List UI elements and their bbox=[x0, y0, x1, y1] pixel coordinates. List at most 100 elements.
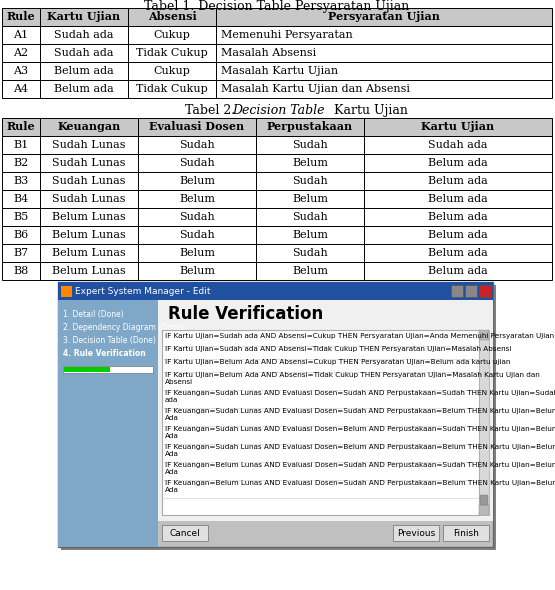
Text: Tidak Cukup: Tidak Cukup bbox=[136, 84, 208, 94]
Text: B2: B2 bbox=[13, 158, 29, 168]
Bar bbox=[138, 190, 256, 208]
Text: Sudah: Sudah bbox=[292, 140, 328, 150]
Bar bbox=[58, 282, 493, 300]
Text: IF Kartu Ujian=Sudah ada AND Absensi=Cukup THEN Persyaratan Ujian=Anda Memenuhi : IF Kartu Ujian=Sudah ada AND Absensi=Cuk… bbox=[165, 333, 554, 339]
Text: Evaluasi Dosen: Evaluasi Dosen bbox=[149, 122, 245, 133]
Bar bbox=[128, 80, 216, 98]
Bar bbox=[40, 118, 138, 136]
Bar bbox=[364, 226, 552, 244]
Bar bbox=[138, 172, 256, 190]
Text: IF Keuangan=Belum Lunas AND Evaluasi Dosen=Sudah AND Perpustakaan=Sudah THEN Kar: IF Keuangan=Belum Lunas AND Evaluasi Dos… bbox=[165, 462, 555, 468]
Bar bbox=[256, 244, 364, 262]
Text: IF Kartu Ujian=Belum Ada AND Absensi=Cukup THEN Persyaratan Ujian=Belum ada kart: IF Kartu Ujian=Belum Ada AND Absensi=Cuk… bbox=[165, 359, 511, 365]
Bar bbox=[40, 44, 128, 62]
Text: Sudah: Sudah bbox=[179, 212, 215, 222]
Text: Belum: Belum bbox=[292, 266, 328, 276]
Text: Belum Lunas: Belum Lunas bbox=[52, 248, 126, 258]
Bar bbox=[40, 154, 138, 172]
Bar bbox=[138, 262, 256, 280]
Text: Sudah ada: Sudah ada bbox=[428, 140, 488, 150]
Text: Cukup: Cukup bbox=[154, 66, 190, 76]
Bar bbox=[40, 190, 138, 208]
Bar bbox=[2, 80, 40, 98]
Bar bbox=[2, 226, 40, 244]
Text: Absensi: Absensi bbox=[148, 11, 196, 22]
Text: Belum ada: Belum ada bbox=[428, 158, 488, 168]
Bar bbox=[58, 282, 493, 547]
Bar bbox=[40, 26, 128, 44]
Text: Sudah: Sudah bbox=[179, 140, 215, 150]
Text: A2: A2 bbox=[13, 48, 28, 58]
Bar bbox=[40, 8, 128, 26]
Text: 4. Rule Verification: 4. Rule Verification bbox=[63, 349, 146, 358]
Text: Ada: Ada bbox=[165, 433, 179, 439]
Bar bbox=[2, 26, 40, 44]
Text: Ada: Ada bbox=[165, 487, 179, 493]
Bar bbox=[465, 285, 477, 297]
Bar bbox=[256, 208, 364, 226]
Bar bbox=[64, 367, 110, 372]
Text: Kartu Ujian: Kartu Ujian bbox=[421, 122, 495, 133]
Text: Masalah Absensi: Masalah Absensi bbox=[221, 48, 316, 58]
Text: Persyaratan Ujian: Persyaratan Ujian bbox=[328, 11, 440, 22]
Bar bbox=[40, 208, 138, 226]
Bar bbox=[40, 262, 138, 280]
Text: Sudah ada: Sudah ada bbox=[54, 30, 114, 40]
Bar bbox=[216, 44, 552, 62]
Bar bbox=[138, 244, 256, 262]
Text: 2. Dependency Diagram (Done): 2. Dependency Diagram (Done) bbox=[63, 323, 184, 332]
Bar bbox=[256, 154, 364, 172]
Bar bbox=[256, 172, 364, 190]
Text: A4: A4 bbox=[13, 84, 28, 94]
Bar bbox=[2, 172, 40, 190]
Bar bbox=[479, 285, 491, 297]
Bar bbox=[61, 286, 72, 297]
Text: Masalah Kartu Ujian: Masalah Kartu Ujian bbox=[221, 66, 338, 76]
Bar bbox=[128, 8, 216, 26]
Text: Previous: Previous bbox=[397, 529, 435, 537]
Bar bbox=[138, 136, 256, 154]
Bar bbox=[40, 80, 128, 98]
Text: Belum ada: Belum ada bbox=[428, 212, 488, 222]
Text: B3: B3 bbox=[13, 176, 29, 186]
Text: Sudah Lunas: Sudah Lunas bbox=[52, 140, 126, 150]
Bar bbox=[2, 208, 40, 226]
Bar bbox=[2, 8, 40, 26]
Text: IF Keuangan=Sudah Lunas AND Evaluasi Dosen=Sudah AND Perpustakaan=Sudah THEN Kar: IF Keuangan=Sudah Lunas AND Evaluasi Dos… bbox=[165, 390, 555, 396]
Text: Ada: Ada bbox=[165, 469, 179, 475]
Bar bbox=[2, 44, 40, 62]
Bar bbox=[2, 190, 40, 208]
Text: A1: A1 bbox=[13, 30, 28, 40]
Bar bbox=[40, 62, 128, 80]
Text: B8: B8 bbox=[13, 266, 29, 276]
Bar bbox=[61, 285, 496, 550]
Bar bbox=[138, 154, 256, 172]
Text: Belum ada: Belum ada bbox=[428, 266, 488, 276]
Bar bbox=[393, 525, 439, 541]
Bar bbox=[364, 154, 552, 172]
Text: Belum Lunas: Belum Lunas bbox=[52, 230, 126, 240]
Text: Masalah Kartu Ujian dan Absensi: Masalah Kartu Ujian dan Absensi bbox=[221, 84, 410, 94]
Bar bbox=[216, 8, 552, 26]
Bar bbox=[479, 505, 489, 515]
Bar bbox=[364, 136, 552, 154]
Text: Belum: Belum bbox=[292, 158, 328, 168]
Text: 3. Decision Table (Done): 3. Decision Table (Done) bbox=[63, 336, 156, 345]
Bar bbox=[158, 300, 493, 521]
Bar bbox=[256, 190, 364, 208]
Text: Tidak Cukup: Tidak Cukup bbox=[136, 48, 208, 58]
Text: Kartu Ujian: Kartu Ujian bbox=[330, 104, 408, 117]
Text: Expert System Manager - Edit: Expert System Manager - Edit bbox=[75, 287, 210, 296]
Text: Finish: Finish bbox=[453, 529, 479, 537]
Bar bbox=[128, 62, 216, 80]
Bar bbox=[138, 118, 256, 136]
Text: A3: A3 bbox=[13, 66, 28, 76]
Bar bbox=[40, 172, 138, 190]
Bar bbox=[256, 226, 364, 244]
Text: Tabel 2.: Tabel 2. bbox=[185, 104, 239, 117]
Text: Memenuhi Persyaratan: Memenuhi Persyaratan bbox=[221, 30, 353, 40]
Text: Kartu Ujian: Kartu Ujian bbox=[47, 11, 120, 22]
Bar bbox=[451, 285, 463, 297]
Text: Sudah ada: Sudah ada bbox=[54, 48, 114, 58]
Text: IF Keuangan=Belum Lunas AND Evaluasi Dosen=Sudah AND Perpustakaan=Belum THEN Kar: IF Keuangan=Belum Lunas AND Evaluasi Dos… bbox=[165, 480, 555, 486]
